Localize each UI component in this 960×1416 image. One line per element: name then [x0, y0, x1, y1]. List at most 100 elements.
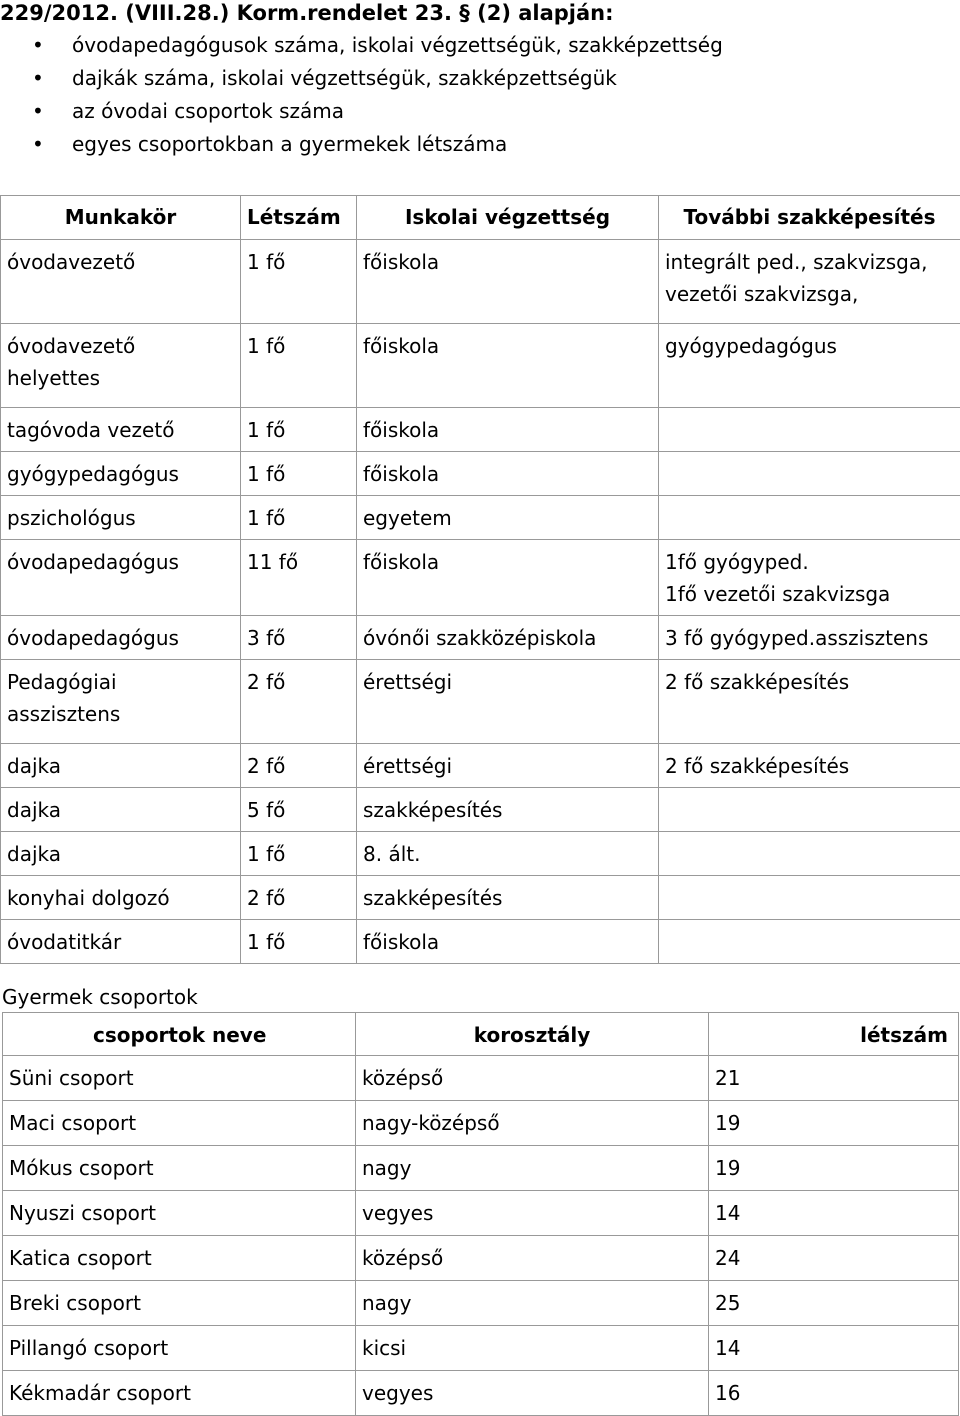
table-cell — [659, 788, 960, 832]
table-cell: érettségi — [357, 660, 659, 744]
table-cell: szakképesítés — [357, 788, 659, 832]
table-cell: 2 fő szakképesítés — [659, 660, 960, 744]
table-cell — [659, 452, 960, 496]
table-cell: 2 fő — [241, 744, 357, 788]
table-cell — [659, 876, 960, 920]
table-cell: dajka — [1, 832, 241, 876]
table-cell: 21 — [709, 1056, 959, 1101]
table-cell — [659, 408, 960, 452]
table-cell: vegyes — [356, 1191, 709, 1236]
header-letszam: Létszám — [241, 196, 357, 240]
table-cell: Katica csoport — [3, 1236, 356, 1281]
table-cell: 19 — [709, 1146, 959, 1191]
table-cell: Pillangó csoport — [3, 1326, 356, 1371]
table-cell: szakképesítés — [357, 876, 659, 920]
table-cell: óvodatitkár — [1, 920, 241, 964]
table-cell: 1 fő — [241, 408, 357, 452]
table-cell: nagy — [356, 1281, 709, 1326]
table-cell: Süni csoport — [3, 1056, 356, 1101]
table-cell: óvodavezető helyettes — [1, 324, 241, 408]
table-cell: főiskola — [357, 920, 659, 964]
groups-caption: Gyermek csoportok — [2, 983, 198, 1011]
table-cell: középső — [356, 1236, 709, 1281]
document-heading: 229/2012. (VIII.28.) Korm.rendelet 23. §… — [0, 0, 614, 26]
table-cell: főiskola — [357, 540, 659, 616]
staff-table: Munkakör Létszám Iskolai végzettség Tová… — [0, 195, 960, 964]
table-cell: 3 fő — [241, 616, 357, 660]
list-item: dajkák száma, iskolai végzettségük, szak… — [32, 65, 723, 98]
table-cell: óvodapedagógus — [1, 616, 241, 660]
table-cell: Breki csoport — [3, 1281, 356, 1326]
header-tovabbi-szakkepesites: További szakképesítés — [659, 196, 960, 240]
table-cell: 1 fő — [241, 452, 357, 496]
table-cell: 1 fő — [241, 240, 357, 324]
table-cell: konyhai dolgozó — [1, 876, 241, 920]
table-cell: 2 fő — [241, 876, 357, 920]
header-iskolai-vegzettseg: Iskolai végzettség — [357, 196, 659, 240]
table-cell: 2 fő szakképesítés — [659, 744, 960, 788]
table-cell: főiskola — [357, 452, 659, 496]
table-cell: 1 fő — [241, 920, 357, 964]
table-cell: 25 — [709, 1281, 959, 1326]
table-cell: 11 fő — [241, 540, 357, 616]
table-cell: középső — [356, 1056, 709, 1101]
table-cell — [659, 496, 960, 540]
table-cell: Maci csoport — [3, 1101, 356, 1146]
list-item: óvodapedagógusok száma, iskolai végzetts… — [32, 32, 723, 65]
table-cell: tagóvoda vezető — [1, 408, 241, 452]
table-cell: Mókus csoport — [3, 1146, 356, 1191]
table-cell: 1fő gyógyped. 1fő vezetői szakvizsga — [659, 540, 960, 616]
table-cell: 2 fő — [241, 660, 357, 744]
table-cell: Nyuszi csoport — [3, 1191, 356, 1236]
groups-table: csoportok neve korosztály létszám Süni c… — [2, 1012, 959, 1416]
table-cell: nagy — [356, 1146, 709, 1191]
table-cell: vegyes — [356, 1371, 709, 1416]
header-csoportok-neve: csoportok neve — [3, 1013, 356, 1056]
requirements-list: óvodapedagógusok száma, iskolai végzetts… — [32, 32, 723, 164]
table-cell — [659, 832, 960, 876]
table-cell: 19 — [709, 1101, 959, 1146]
staff-header-row: Munkakör Létszám Iskolai végzettség Tová… — [1, 196, 960, 240]
list-item: az óvodai csoportok száma — [32, 98, 723, 131]
table-cell: dajka — [1, 788, 241, 832]
table-cell: nagy-középső — [356, 1101, 709, 1146]
table-cell — [659, 920, 960, 964]
table-cell: kicsi — [356, 1326, 709, 1371]
table-cell: Kékmadár csoport — [3, 1371, 356, 1416]
table-cell: pszichológus — [1, 496, 241, 540]
header-korosztaly: korosztály — [356, 1013, 709, 1056]
table-cell: integrált ped., szakvizsga, vezetői szak… — [659, 240, 960, 324]
table-cell: óvónői szakközépiskola — [357, 616, 659, 660]
table-cell: főiskola — [357, 324, 659, 408]
table-cell: 1 fő — [241, 496, 357, 540]
table-cell: 14 — [709, 1191, 959, 1236]
table-cell: gyógypedagógus — [659, 324, 960, 408]
header-munkakor: Munkakör — [1, 196, 241, 240]
table-cell: óvodavezető — [1, 240, 241, 324]
table-cell: érettségi — [357, 744, 659, 788]
table-cell: Pedagógiai asszisztens — [1, 660, 241, 744]
table-cell: 14 — [709, 1326, 959, 1371]
table-cell: óvodapedagógus — [1, 540, 241, 616]
groups-header-row: csoportok neve korosztály létszám — [3, 1013, 959, 1056]
table-cell: 16 — [709, 1371, 959, 1416]
table-cell: főiskola — [357, 240, 659, 324]
table-cell: egyetem — [357, 496, 659, 540]
table-cell: 24 — [709, 1236, 959, 1281]
